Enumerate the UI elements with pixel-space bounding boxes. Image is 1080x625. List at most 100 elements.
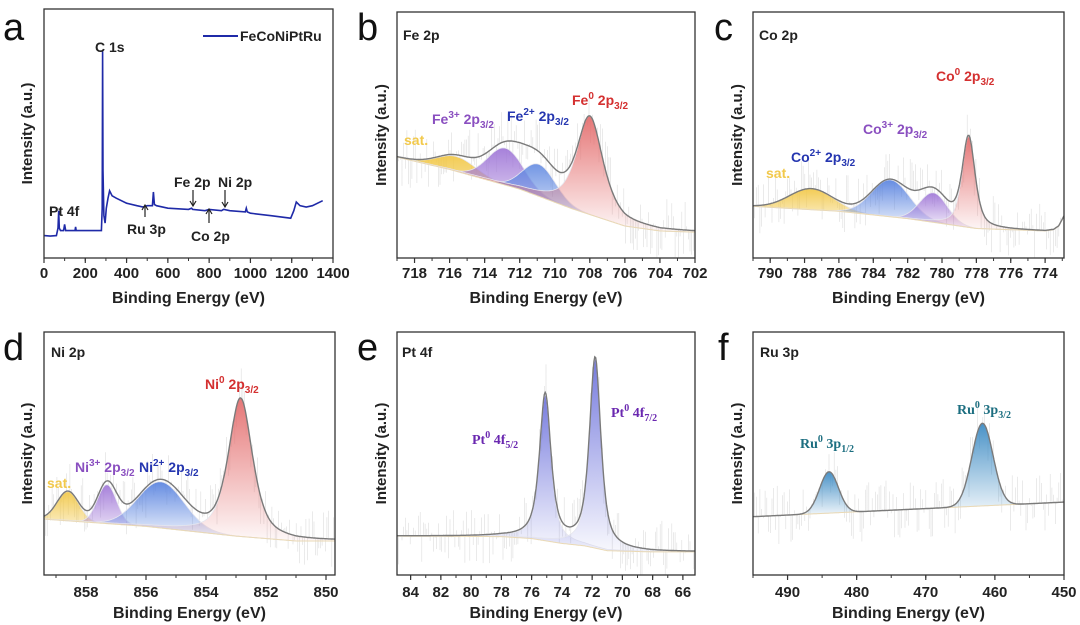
panel-title: Ru 3p xyxy=(760,344,799,360)
x-tick-label: 776 xyxy=(998,265,1023,282)
label-superscript: 0 xyxy=(975,400,980,411)
panel-title: Pt 4f xyxy=(402,344,433,360)
x-tick-label: 72 xyxy=(584,584,601,601)
label-subscript: 3/2 xyxy=(614,101,628,112)
peak-label: Co2+ 2p3/2 xyxy=(791,148,856,169)
panel-letter: d xyxy=(3,327,24,369)
x-axis-label: Binding Energy (eV) xyxy=(832,290,985,307)
component-fill xyxy=(397,394,695,552)
peak-label: Ni0 2p3/2 xyxy=(205,375,259,396)
panel-e: 84 82 80 78 76 74 72 70 68 66 Binding Energy (eV) I… xyxy=(357,327,696,622)
x-tick-label: 790 xyxy=(758,265,783,282)
component-fill xyxy=(44,484,335,541)
x-tick-label: 704 xyxy=(647,265,673,282)
label-subscript: 7/2 xyxy=(644,413,657,424)
envelope-line xyxy=(753,422,1064,518)
plot-area xyxy=(753,402,1064,544)
label-superscript: 0 xyxy=(624,403,629,414)
panel-f: 490 480 470 460 450 Binding Energy (eV) Intens… xyxy=(718,327,1077,622)
x-tick-label: 712 xyxy=(507,265,532,282)
y-axis-label: Intensity (a.u.) xyxy=(373,403,390,505)
label-element: Co xyxy=(791,149,810,165)
label-orbital: 2p xyxy=(164,459,184,475)
panel-title: Co 2p xyxy=(759,27,798,43)
label-superscript: 0 xyxy=(588,91,594,102)
label-orbital: 4f xyxy=(490,433,506,448)
peak-label: Fe0 2p3/2 xyxy=(572,91,628,112)
x-tick-label: 778 xyxy=(964,265,989,282)
x-tick-label: 1200 xyxy=(275,265,308,282)
arrow-icon xyxy=(221,190,229,209)
label-superscript: 0 xyxy=(818,434,823,445)
label-superscript: 2+ xyxy=(153,458,165,469)
x-tick-label: 1000 xyxy=(234,265,267,282)
background-line xyxy=(397,156,695,233)
x-tick-label: 82 xyxy=(433,584,450,601)
panel-letter: c xyxy=(714,7,733,49)
peak-label: Ru0 3p1/2 xyxy=(800,434,854,455)
label-element: sat. xyxy=(404,132,428,148)
x-tick-label: 400 xyxy=(114,265,139,282)
x-tick-label: 0 xyxy=(40,265,48,282)
peak-label: Fe2+ 2p3/2 xyxy=(507,107,569,128)
x-tick-label: 460 xyxy=(982,584,1007,601)
x-tick-label: 76 xyxy=(523,584,540,601)
label-subscript: 3/2 xyxy=(841,158,855,169)
label-superscript: 2+ xyxy=(810,148,822,159)
y-axis-label: Intensity (a.u.) xyxy=(729,403,746,505)
label-orbital: 4f xyxy=(629,406,645,421)
peak-label: Pt0 4f5/2 xyxy=(472,430,518,451)
x-tick-label: 470 xyxy=(913,584,938,601)
label-element: Ni xyxy=(75,459,89,475)
x-tick-label: 490 xyxy=(775,584,800,601)
peak-label: Pt 4f xyxy=(49,203,80,219)
plot-frame xyxy=(43,8,334,259)
x-tick-label: 784 xyxy=(861,265,887,282)
component-fill xyxy=(44,398,335,541)
x-axis-label: Binding Energy (eV) xyxy=(112,290,265,307)
peak-label: Ru 3p xyxy=(127,221,166,237)
label-orbital: 2p xyxy=(893,121,913,137)
x-tick-label: 718 xyxy=(402,265,427,282)
panel-b: 718 716 714 712 710 708 706 704 702 Binding Energ… xyxy=(357,7,708,307)
x-tick-label: 84 xyxy=(402,584,419,601)
component-fill xyxy=(753,423,1064,517)
x-tick-label: 780 xyxy=(929,265,954,282)
component-fill xyxy=(753,179,1064,231)
panel-letter: a xyxy=(3,7,25,49)
label-subscript: 3/2 xyxy=(913,130,927,141)
x-tick-label: 708 xyxy=(577,265,602,282)
label-subscript: 3/2 xyxy=(980,77,994,88)
label-superscript: 3+ xyxy=(448,110,460,121)
label-orbital: 2p xyxy=(225,376,245,392)
plot-area xyxy=(753,114,1064,258)
x-tick-label: 774 xyxy=(1033,265,1059,282)
y-axis-label: Intensity (a.u.) xyxy=(373,84,390,186)
plot-area xyxy=(397,98,695,258)
x-tick-label: 480 xyxy=(844,584,869,601)
label-subscript: 3/2 xyxy=(121,468,135,479)
label-subscript: 3/2 xyxy=(555,117,569,128)
label-subscript: 5/2 xyxy=(505,440,518,451)
label-orbital: 3p xyxy=(823,437,842,452)
label-orbital: 2p xyxy=(460,111,480,127)
label-superscript: 0 xyxy=(955,67,961,78)
label-element: Fe xyxy=(507,108,524,124)
label-orbital: 2p xyxy=(594,92,614,108)
x-tick-label: 852 xyxy=(253,584,278,601)
label-element: Co xyxy=(936,68,955,84)
panel-c: 790 788 786 784 782 780 778 776 774 Binding Energ… xyxy=(714,7,1065,307)
label-element: Ni xyxy=(139,459,153,475)
peak-label: Fe 2p xyxy=(174,174,211,190)
envelope-line xyxy=(44,397,335,540)
survey-spectrum-line xyxy=(44,51,324,237)
envelope-line xyxy=(397,355,695,552)
plot-frame xyxy=(43,331,336,576)
peak-label: Ni 2p xyxy=(218,174,252,190)
peak-label: Ru0 3p3/2 xyxy=(957,400,1011,421)
label-orbital: 2p xyxy=(100,459,120,475)
peak-label: Co3+ 2p3/2 xyxy=(863,120,928,141)
x-tick-label: 66 xyxy=(675,584,692,601)
x-tick-label: 600 xyxy=(155,265,180,282)
